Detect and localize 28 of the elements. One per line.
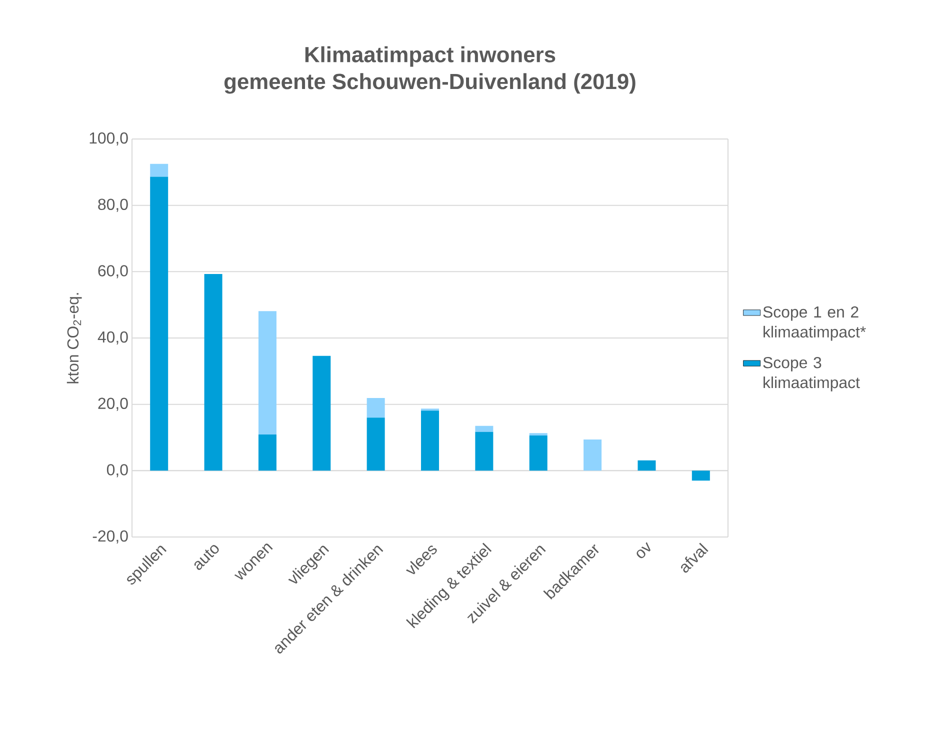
bar [150, 176, 168, 471]
y-axis-title: kton CO$_{2}$-eq. [66, 293, 82, 384]
bar [312, 356, 331, 471]
bar [150, 164, 168, 177]
bar [692, 470, 710, 481]
bar [529, 435, 548, 471]
bar [366, 418, 385, 471]
bar [475, 432, 494, 471]
bar [204, 274, 222, 471]
bar [258, 311, 276, 434]
y-tick-label: 40,0 [98, 331, 128, 345]
y-tick-label: -20,0 [92, 530, 128, 544]
bar [475, 426, 494, 432]
y-tick-label: 0,0 [106, 464, 128, 478]
y-tick-label: 80,0 [98, 198, 128, 212]
x-tick-label: ov [636, 542, 651, 558]
bar [366, 398, 385, 418]
bar [584, 439, 602, 471]
legend-label: Scope 1 en 2 klimaatimpact* [763, 306, 866, 341]
legend-label: Scope 3 klimaatimpact [763, 356, 860, 392]
bar [638, 460, 656, 471]
bar [421, 410, 440, 471]
y-tick-label: 20,0 [98, 398, 128, 411]
y-tick-label: 60,0 [98, 265, 128, 278]
bar [258, 434, 276, 471]
x-tick-label: auto [194, 545, 219, 570]
y-tick-label: 100,0 [90, 132, 128, 146]
chart-title: Klimaatimpact inwoners gemeente Schouwen-Duivenland (2019) [224, 46, 636, 94]
